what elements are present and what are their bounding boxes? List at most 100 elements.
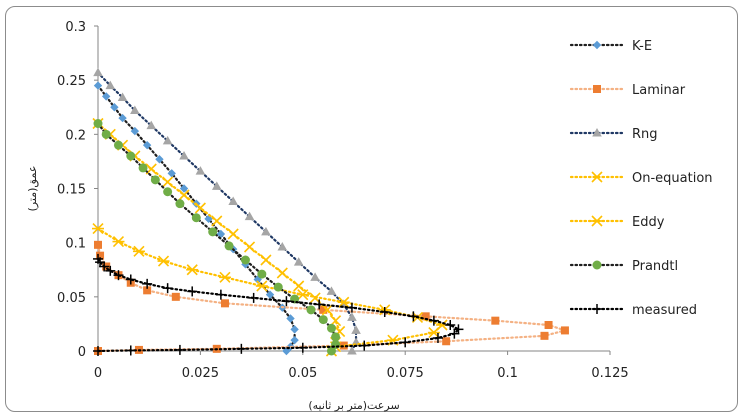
data-point [215,289,226,300]
data-point [142,278,153,289]
data-point [179,151,189,160]
data-point [400,337,411,348]
data-point [337,296,350,308]
x-tick-label: 0.1 [497,366,518,381]
data-point [186,264,199,276]
legend-marker [593,85,601,93]
data-point [273,282,283,292]
data-point [347,312,357,321]
data-point [339,341,348,350]
data-point [132,245,145,257]
y-tick-label: 0.05 [57,291,86,306]
data-point [96,251,105,260]
legend-marker [591,215,603,227]
legend-label: Laminar [632,83,686,98]
data-point [143,286,152,295]
data-point [194,202,206,214]
data-point [408,311,419,322]
data-point [174,344,185,355]
data-point [162,283,173,294]
data-point [321,304,333,316]
series-line [96,84,296,353]
legend-item: Eddy [569,215,665,230]
legend-item: measured [569,303,697,318]
data-point [260,254,272,266]
data-point [162,135,173,145]
data-point [146,120,157,130]
legend-marker [592,40,602,50]
axes: 0 0.05 0.1 0.15 0.2 0.25 0.3 0 0.025 0.05 0.075 0.1… [57,20,629,381]
y-tick-label: 0 [78,345,86,360]
x-tick-label: 0.05 [288,366,317,381]
data-point [326,323,336,333]
legend-label: K-E [632,39,652,54]
data-point [167,169,176,178]
data-point [296,289,309,301]
series-prandtl [93,119,341,356]
data-point [432,333,443,343]
data-point [310,272,320,281]
data-point [179,184,189,193]
data-point [314,299,325,310]
data-point [113,140,123,150]
data-point [560,326,569,335]
y-tick-label: 0.15 [57,183,86,198]
data-point [130,105,140,114]
data-point [130,126,140,136]
data-point [544,321,553,329]
data-point [101,129,111,139]
legend-label: On-equation [632,171,713,186]
x-tick-label: 0.125 [591,366,628,381]
x-axis-label: سرعت(متر بر ثانیه) [308,399,399,412]
data-point [211,215,223,227]
data-point [105,265,116,276]
data-point [117,92,128,101]
legend-item: On-equation [569,171,713,186]
legend-label: Rng [632,127,658,142]
data-point [281,296,292,307]
legend-marker [591,171,603,183]
data-point [110,103,119,112]
legend-label: measured [632,303,697,318]
data-point [105,80,116,90]
data-point [195,166,206,175]
data-point [346,302,357,313]
data-point [142,140,152,150]
legend-marker [592,128,602,137]
data-point [93,81,103,90]
data-point [449,328,460,339]
data-point [319,305,328,314]
data-point [191,213,201,223]
legend-item: Prandtl [569,259,678,274]
data-point [293,257,304,266]
data-point [125,274,136,285]
data-point [445,320,456,330]
data-point [171,292,180,301]
data-point [306,305,316,315]
data-point [540,331,549,340]
data-point [93,346,103,356]
data-point [255,280,268,292]
data-point [92,223,104,235]
data-point [228,196,238,205]
data-point [293,280,305,292]
data-point [155,155,164,164]
x-tick-label: 0.025 [182,366,219,381]
data-point [453,324,464,335]
y-tick-label: 0.2 [65,128,86,143]
y-axis-label: عمق(متر) [26,166,40,212]
data-point [257,269,267,279]
series-line [96,257,461,353]
data-point [94,240,102,249]
legend-item: K-E [569,39,652,54]
y-tick-label: 0.3 [65,20,86,35]
x-tick-label: 0.075 [387,366,424,381]
data-point [248,292,259,303]
legend: K-E Laminar Rng On-equation Eddy Prandtl measu… [569,39,713,318]
data-point [331,332,341,342]
data-point [240,255,250,265]
data-point [150,175,160,185]
data-point [113,270,124,281]
data-point [297,342,308,353]
